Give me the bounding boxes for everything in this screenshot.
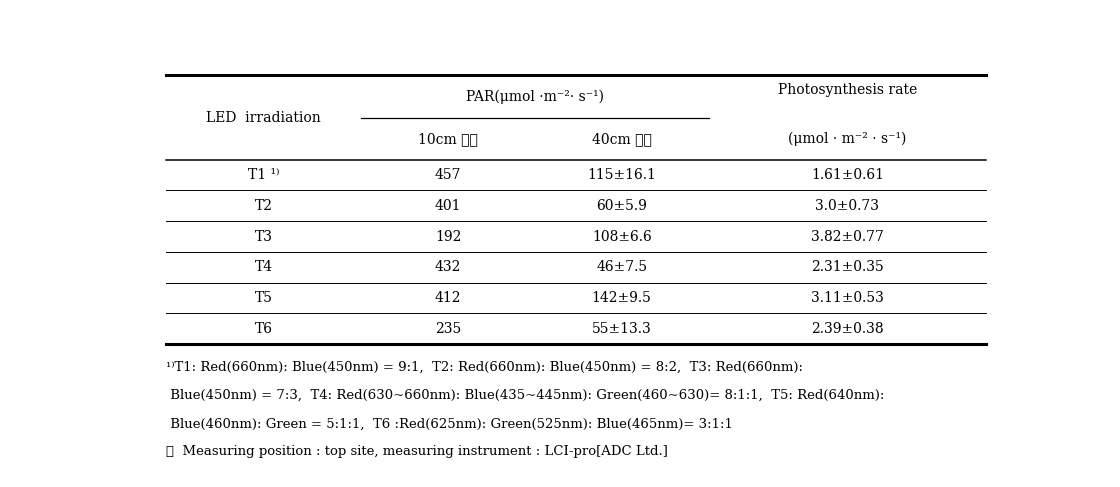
Text: T1 ¹⁾: T1 ¹⁾: [248, 168, 280, 182]
Text: T6: T6: [254, 322, 272, 336]
Text: 432: 432: [435, 261, 461, 274]
Text: LED  irradiation: LED irradiation: [206, 111, 321, 125]
Text: 2.39±0.38: 2.39±0.38: [811, 322, 884, 336]
Text: 401: 401: [435, 199, 461, 213]
Text: 192: 192: [435, 229, 461, 244]
Text: 115±16.1: 115±16.1: [587, 168, 656, 182]
Text: T2: T2: [254, 199, 272, 213]
Text: 46±7.5: 46±7.5: [596, 261, 647, 274]
Text: 10cm 높이: 10cm 높이: [418, 132, 478, 146]
Text: (μmol · m⁻² · s⁻¹): (μmol · m⁻² · s⁻¹): [788, 132, 906, 146]
Text: T3: T3: [254, 229, 272, 244]
Text: 3.82±0.77: 3.82±0.77: [811, 229, 884, 244]
Text: 40cm 높이: 40cm 높이: [591, 132, 652, 146]
Text: 457: 457: [435, 168, 461, 182]
Text: PAR(μmol ·m⁻²· s⁻¹): PAR(μmol ·m⁻²· s⁻¹): [466, 90, 604, 104]
Text: Photosynthesis rate: Photosynthesis rate: [777, 83, 917, 97]
Text: ¹⁾T1: Red(660nm): Blue(450nm) = 9:1,  T2: Red(660nm): Blue(450nm) = 8:2,  T3: Re: ¹⁾T1: Red(660nm): Blue(450nm) = 9:1, T2:…: [166, 361, 803, 374]
Text: 142±9.5: 142±9.5: [591, 291, 652, 305]
Text: 55±13.3: 55±13.3: [591, 322, 652, 336]
Text: 60±5.9: 60±5.9: [596, 199, 647, 213]
Text: 2.31±0.35: 2.31±0.35: [811, 261, 884, 274]
Text: 3.11±0.53: 3.11±0.53: [811, 291, 884, 305]
Text: T5: T5: [254, 291, 272, 305]
Text: Blue(450nm) = 7:3,  T4: Red(630~660nm): Blue(435~445nm): Green(460~630)= 8:1:1, : Blue(450nm) = 7:3, T4: Red(630~660nm): B…: [166, 389, 885, 402]
Text: ※  Measuring position : top site, measuring instrument : LCI-pro[ADC Ltd.]: ※ Measuring position : top site, measuri…: [166, 446, 668, 458]
Text: 1.61±0.61: 1.61±0.61: [811, 168, 884, 182]
Text: Blue(460nm): Green = 5:1:1,  T6 :Red(625nm): Green(525nm): Blue(465nm)= 3:1:1: Blue(460nm): Green = 5:1:1, T6 :Red(625n…: [166, 417, 732, 431]
Text: T4: T4: [254, 261, 273, 274]
Text: 235: 235: [435, 322, 461, 336]
Text: 3.0±0.73: 3.0±0.73: [815, 199, 879, 213]
Text: 412: 412: [435, 291, 461, 305]
Text: 108±6.6: 108±6.6: [591, 229, 652, 244]
